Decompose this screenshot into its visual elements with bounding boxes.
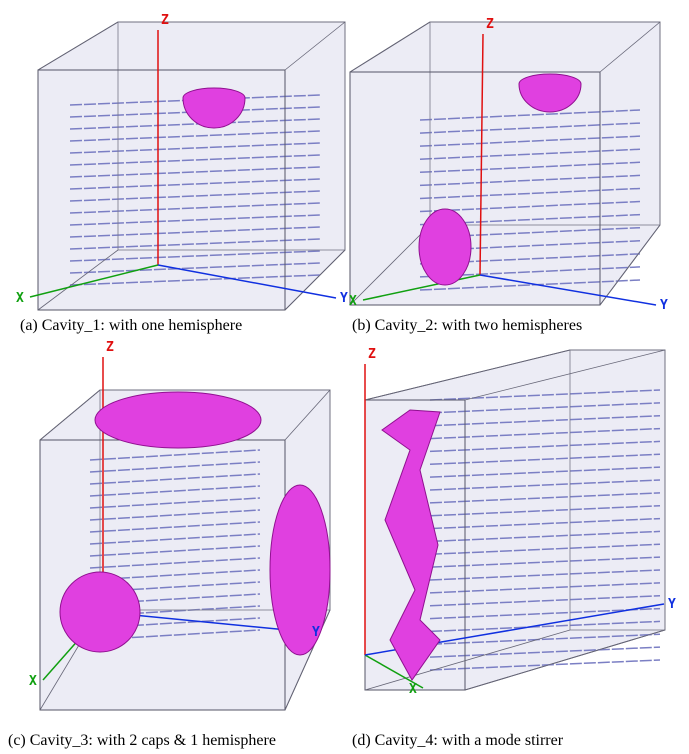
x-axis [29,264,159,298]
box-back [569,349,666,631]
box-edge [284,249,346,311]
caption: (a) Cavity_1: with one hemisphere [20,317,242,334]
probe-grid [89,533,261,545]
probe-grid [429,440,661,453]
probe-grid [429,479,661,491]
cavity-box [37,21,346,311]
caption: (b) Cavity_2: with two hemispheres [352,317,582,334]
probe-grid [429,453,661,466]
probe-grid [429,594,661,607]
probe-grid [419,161,641,174]
box-edge [349,224,431,306]
box-edge [37,21,119,71]
x-axis-label: X [349,294,357,309]
box-edge [39,389,101,441]
probe-grid [419,174,641,187]
box-edge [364,349,571,401]
probe-grid [429,646,661,658]
box-edge [37,249,119,311]
probe-grid [429,517,661,530]
probe-grid [89,509,261,521]
probe-grid [429,620,661,633]
box-edge [364,629,571,691]
probe-grid [429,504,661,517]
x-axis-label: X [409,682,417,697]
probe-grid [429,466,661,478]
probe-grid [429,389,661,401]
probe-grid [419,109,641,121]
hemisphere [418,208,472,286]
z-axis-label: Z [161,13,169,28]
cap [269,484,331,656]
caption: (c) Cavity_3: with 2 caps & 1 hemisphere [8,732,276,749]
probe-grid [429,659,661,671]
probe-grid [419,187,641,200]
z-axis-label: Z [106,340,114,355]
hemisphere [518,73,582,113]
box-edge [284,389,331,441]
box-front [37,69,286,311]
box-back [99,389,331,611]
x-axis [364,654,424,689]
probe-grid [429,556,661,568]
probe-grid [89,545,261,557]
probe-grid [429,427,661,440]
probe-grid [419,200,641,213]
cavity-view: Z X Y [364,347,676,697]
probe-grid [89,485,261,497]
x-axis-label: X [29,674,37,689]
box-back [429,21,661,226]
probe-grid [429,492,661,504]
box-edge [284,21,346,71]
cavity-view: Z X Y [16,13,348,311]
box-edge [464,629,666,691]
probe-grid [419,148,641,160]
cavity-view: Z X Y [349,17,668,313]
caption: (d) Cavity_4: with a mode stirrer [352,732,564,749]
z-axis-label: Z [486,17,494,32]
probe-grid [429,530,661,543]
probe-grid [89,461,261,473]
probe-grid [89,449,261,461]
probe-grid [429,582,661,594]
hemisphere [59,571,141,653]
box-front [349,71,601,306]
y-axis-label: Y [660,298,668,313]
probe-grid [429,633,661,646]
x-axis [362,274,481,301]
probe-grid [89,521,261,533]
probe-grid [89,497,261,509]
z-axis [479,33,484,276]
probe-grid [419,279,641,291]
mode-stirrer [381,409,441,681]
y-axis [479,274,657,306]
probe-grid [429,543,661,556]
box-edge [464,349,666,401]
y-axis-label: Y [312,625,320,640]
probe-grid [89,557,261,569]
probe-grid [419,122,641,134]
box-edge [599,21,661,73]
probe-grid [429,569,661,581]
y-axis-label: Y [668,597,676,612]
box-back [117,21,346,251]
x-axis-label: X [16,291,24,306]
cap [94,391,262,449]
box-edge [599,224,661,306]
probe-grid [89,473,261,485]
box-edge [349,21,431,73]
y-axis-label: Y [340,291,348,306]
cavity-view: Z X Y [29,340,331,711]
hemisphere [182,87,246,129]
probe-grid [429,402,661,414]
probe-grid [419,135,641,147]
y-axis [157,264,337,299]
probe-grid [429,414,661,427]
probe-grid [429,607,661,620]
z-axis-label: Z [368,347,376,362]
